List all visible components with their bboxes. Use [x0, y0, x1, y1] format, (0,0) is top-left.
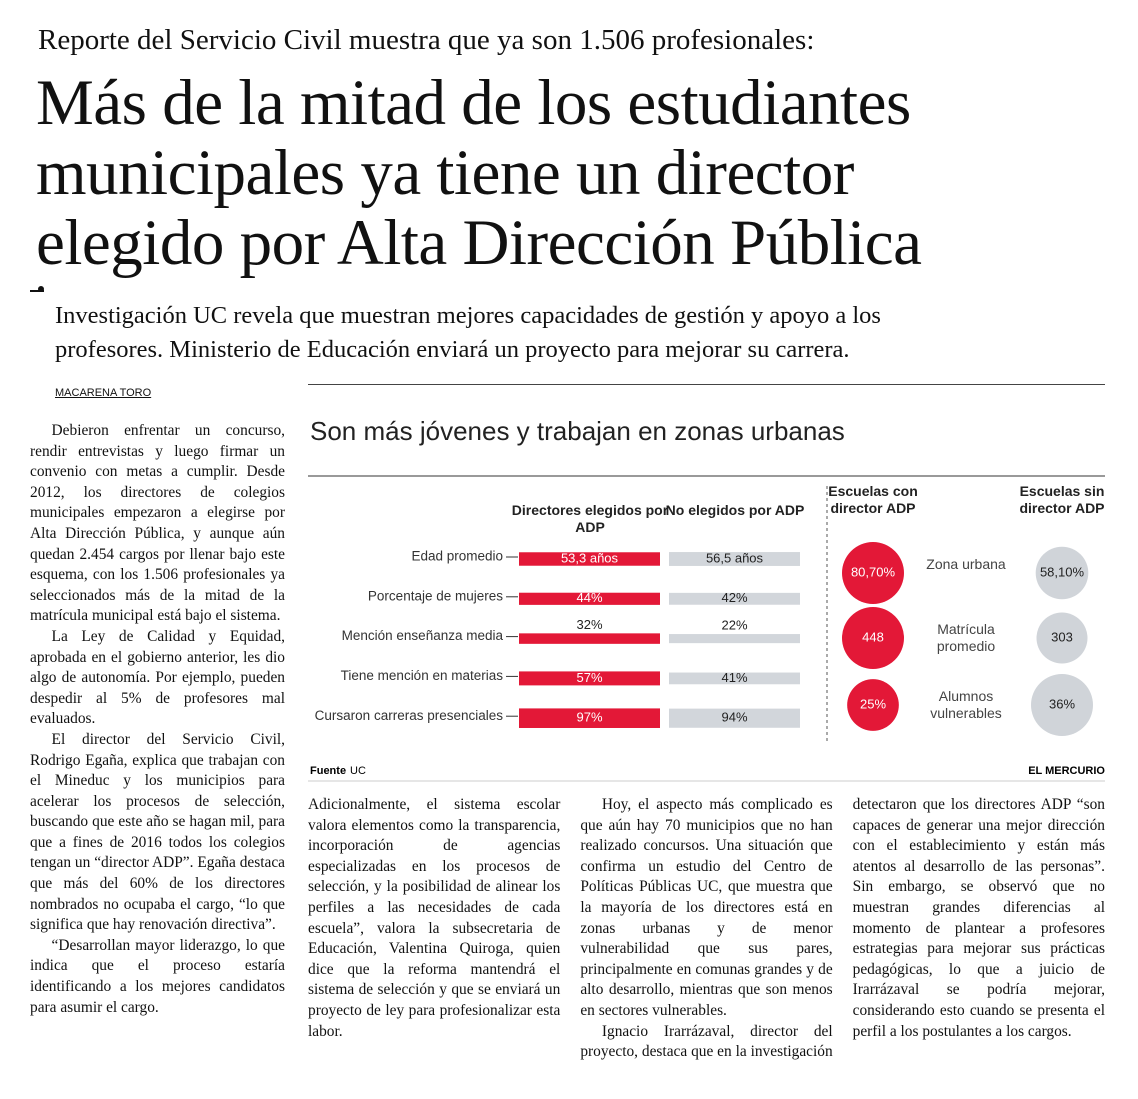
circle [1036, 612, 1088, 664]
publisher: EL MERCURIO [1028, 765, 1105, 777]
graphic-title: Son más jóvenes y trabajan en zonas urba… [310, 416, 845, 446]
bar [669, 592, 800, 605]
bar [669, 708, 800, 728]
column-header: Directores elegidos por ADP [511, 502, 669, 535]
source-label: Fuente [310, 765, 346, 777]
value-label: 448 [862, 629, 884, 644]
deck-line: profesores. Ministerio de Educación envi… [55, 336, 850, 363]
source: UC [350, 765, 366, 777]
value-label: 56,5 años [706, 550, 764, 565]
bar [669, 672, 800, 685]
paragraph: El director del Servicio Civil, Rodrigo … [30, 730, 285, 934]
row-label: Cursaron carreras presenciales [315, 708, 504, 723]
column-header: Escuelas con director ADP [828, 483, 918, 516]
paragraph: La Ley de Calidad y Equidad, aprobada en… [30, 627, 285, 728]
headline-line: elegido por Alta Dirección Pública [36, 207, 922, 279]
bar [669, 634, 800, 644]
value-label: 53,3 años [561, 550, 619, 565]
value-label: 25% [860, 696, 886, 711]
kicker: Reporte del Servicio Civil muestra que y… [38, 24, 815, 56]
byline: MACARENA TORO [55, 387, 152, 399]
row-label: Tiene mención en materias [341, 668, 504, 683]
value-label: 42% [721, 590, 747, 605]
body-column: Debieron enfrentar un concurso, rendir e… [30, 421, 285, 1076]
row-label: Porcentaje de mujeres [368, 588, 503, 603]
column-header: Escuelas sin director ADP [1019, 483, 1105, 516]
circle [847, 679, 899, 731]
deck-line: Investigación UC revela que muestran mej… [55, 302, 881, 329]
row-label: Zona urbana [926, 556, 1006, 572]
rule [308, 384, 1105, 385]
body-columns: Adicionalmente, el sistema escolar valor… [308, 795, 1105, 1077]
column-header: No elegidos por ADP [665, 502, 805, 518]
paragraph: Hoy, el aspecto más complicado es que aú… [580, 796, 833, 1019]
value-label: 22% [721, 617, 747, 632]
circle [1035, 546, 1089, 600]
bar [519, 633, 660, 644]
ornament [38, 286, 44, 292]
bar [669, 552, 800, 566]
ornament [30, 290, 44, 292]
bar [519, 592, 660, 605]
paragraph: Adicionalmente, el sistema escolar valor… [308, 796, 561, 1040]
circle [1031, 674, 1093, 736]
headline-line: Más de la mitad de los estudiantes [36, 67, 911, 139]
row-label: Alumnos vulnerables [930, 688, 1002, 721]
value-label: 41% [721, 670, 747, 685]
value-label: 32% [576, 617, 602, 632]
value-label: 94% [721, 710, 747, 725]
value-label: 80,70% [851, 564, 896, 579]
paragraph: “Desarrollan mayor liderazgo, lo que ind… [30, 936, 285, 1016]
row-label: Matrícula promedio [936, 621, 996, 654]
bar [519, 552, 660, 566]
value-label: 97% [576, 710, 602, 725]
paragraph: Debieron enfrentar un concurso, rendir e… [30, 422, 285, 625]
paragraph: Ignacio Irarrázaval, director del proyec… [580, 796, 1105, 1061]
circle [842, 542, 904, 604]
bar [519, 708, 660, 728]
value-label: 303 [1051, 629, 1073, 644]
headline-line: municipales ya tiene un director [36, 137, 854, 209]
value-label: 36% [1049, 696, 1075, 711]
value-label: 57% [576, 670, 602, 685]
row-label: Edad promedio [411, 549, 503, 564]
circle [842, 607, 904, 669]
row-label: Mención enseñanza media [342, 628, 504, 643]
bar [519, 671, 660, 686]
value-label: 44% [576, 590, 602, 605]
value-label: 58,10% [1040, 564, 1085, 579]
